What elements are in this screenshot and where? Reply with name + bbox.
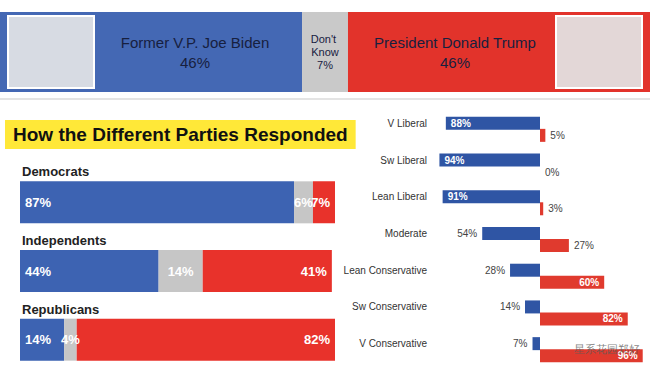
svg-text:Democrats: Democrats	[22, 164, 89, 179]
svg-text:Sw Liberal: Sw Liberal	[380, 155, 427, 166]
svg-text:7%: 7%	[513, 338, 528, 349]
svg-text:6%: 6%	[294, 194, 313, 210]
svg-text:91%: 91%	[448, 191, 468, 202]
svg-text:President Donald Trump: President Donald Trump	[374, 34, 536, 51]
svg-text:0%: 0%	[545, 167, 560, 178]
svg-text:Republicans: Republicans	[22, 302, 99, 317]
svg-text:46%: 46%	[180, 54, 210, 71]
svg-text:14%: 14%	[500, 301, 520, 312]
svg-text:87%: 87%	[25, 195, 51, 210]
svg-text:28%: 28%	[485, 265, 505, 276]
svg-text:Independents: Independents	[22, 233, 107, 248]
svg-text:96%: 96%	[617, 350, 638, 362]
svg-text:41%: 41%	[301, 264, 327, 279]
svg-text:Former V.P. Joe Biden: Former V.P. Joe Biden	[121, 34, 269, 51]
svg-text:Know: Know	[311, 46, 339, 58]
svg-text:5%: 5%	[550, 130, 565, 141]
svg-text:Don't: Don't	[311, 33, 339, 45]
svg-text:7%: 7%	[317, 59, 333, 71]
svg-text:How the Different Parties Resp: How the Different Parties Responded	[13, 124, 348, 145]
svg-text:Sw Conservative: Sw Conservative	[352, 301, 427, 312]
svg-text:54%: 54%	[457, 228, 477, 239]
svg-text:27%: 27%	[574, 240, 594, 251]
svg-text:星系花园郑好: 星系花园郑好	[574, 343, 640, 355]
svg-text:82%: 82%	[603, 313, 623, 324]
svg-text:94%: 94%	[444, 155, 464, 166]
svg-text:46%: 46%	[440, 54, 470, 71]
svg-text:88%: 88%	[451, 118, 471, 129]
svg-text:Moderate: Moderate	[385, 228, 428, 239]
svg-text:3%: 3%	[548, 203, 563, 214]
svg-text:4%: 4%	[61, 332, 80, 347]
svg-text:Lean Conservative: Lean Conservative	[344, 265, 428, 276]
svg-text:44%: 44%	[25, 264, 51, 279]
svg-text:7%: 7%	[311, 195, 330, 210]
svg-text:Lean Liberal: Lean Liberal	[372, 191, 427, 202]
svg-text:14%: 14%	[25, 332, 51, 347]
svg-text:14%: 14%	[168, 264, 194, 279]
svg-text:V Liberal: V Liberal	[388, 118, 427, 129]
svg-text:82%: 82%	[304, 332, 330, 347]
svg-text:V Conservative: V Conservative	[359, 338, 427, 349]
svg-text:60%: 60%	[579, 277, 599, 288]
